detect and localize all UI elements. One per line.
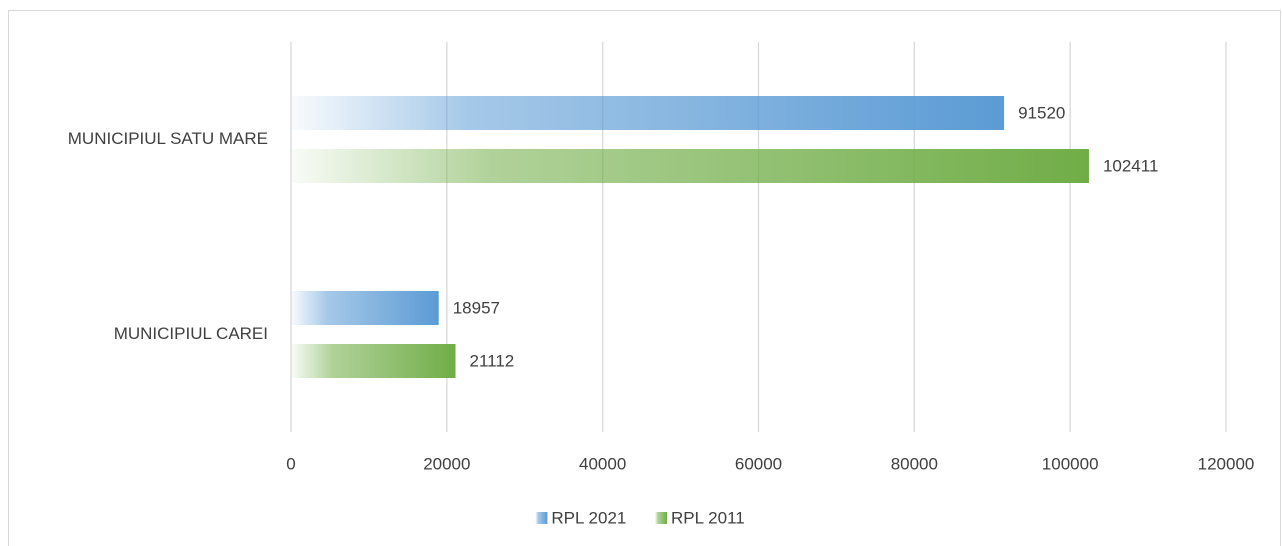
- x-tick-label: 80000: [891, 454, 938, 473]
- data-label: 102411: [1103, 156, 1158, 175]
- data-label: 18957: [453, 298, 500, 317]
- legend-label: RPL 2021: [551, 508, 626, 527]
- legend-swatch: [535, 512, 548, 524]
- x-tick-label: 60000: [735, 454, 782, 473]
- x-tick-label: 120000: [1198, 454, 1255, 473]
- category-label: MUNICIPIUL SATU MARE: [68, 129, 268, 148]
- data-label: 21112: [469, 351, 514, 370]
- legend-swatch: [655, 512, 667, 524]
- bar: [291, 291, 439, 325]
- legend-label: RPL 2011: [671, 508, 745, 527]
- x-tick-label: 20000: [423, 454, 470, 473]
- bar: [291, 344, 456, 378]
- bar: [291, 96, 1005, 130]
- category-label: MUNICIPIUL CAREI: [114, 324, 268, 343]
- bar: [291, 149, 1089, 183]
- chart-frame: [8, 10, 1281, 546]
- x-tick-label: 40000: [579, 454, 626, 473]
- data-label: 91520: [1018, 103, 1065, 122]
- x-tick-label: 100000: [1042, 454, 1099, 473]
- x-tick-label: 0: [286, 454, 295, 473]
